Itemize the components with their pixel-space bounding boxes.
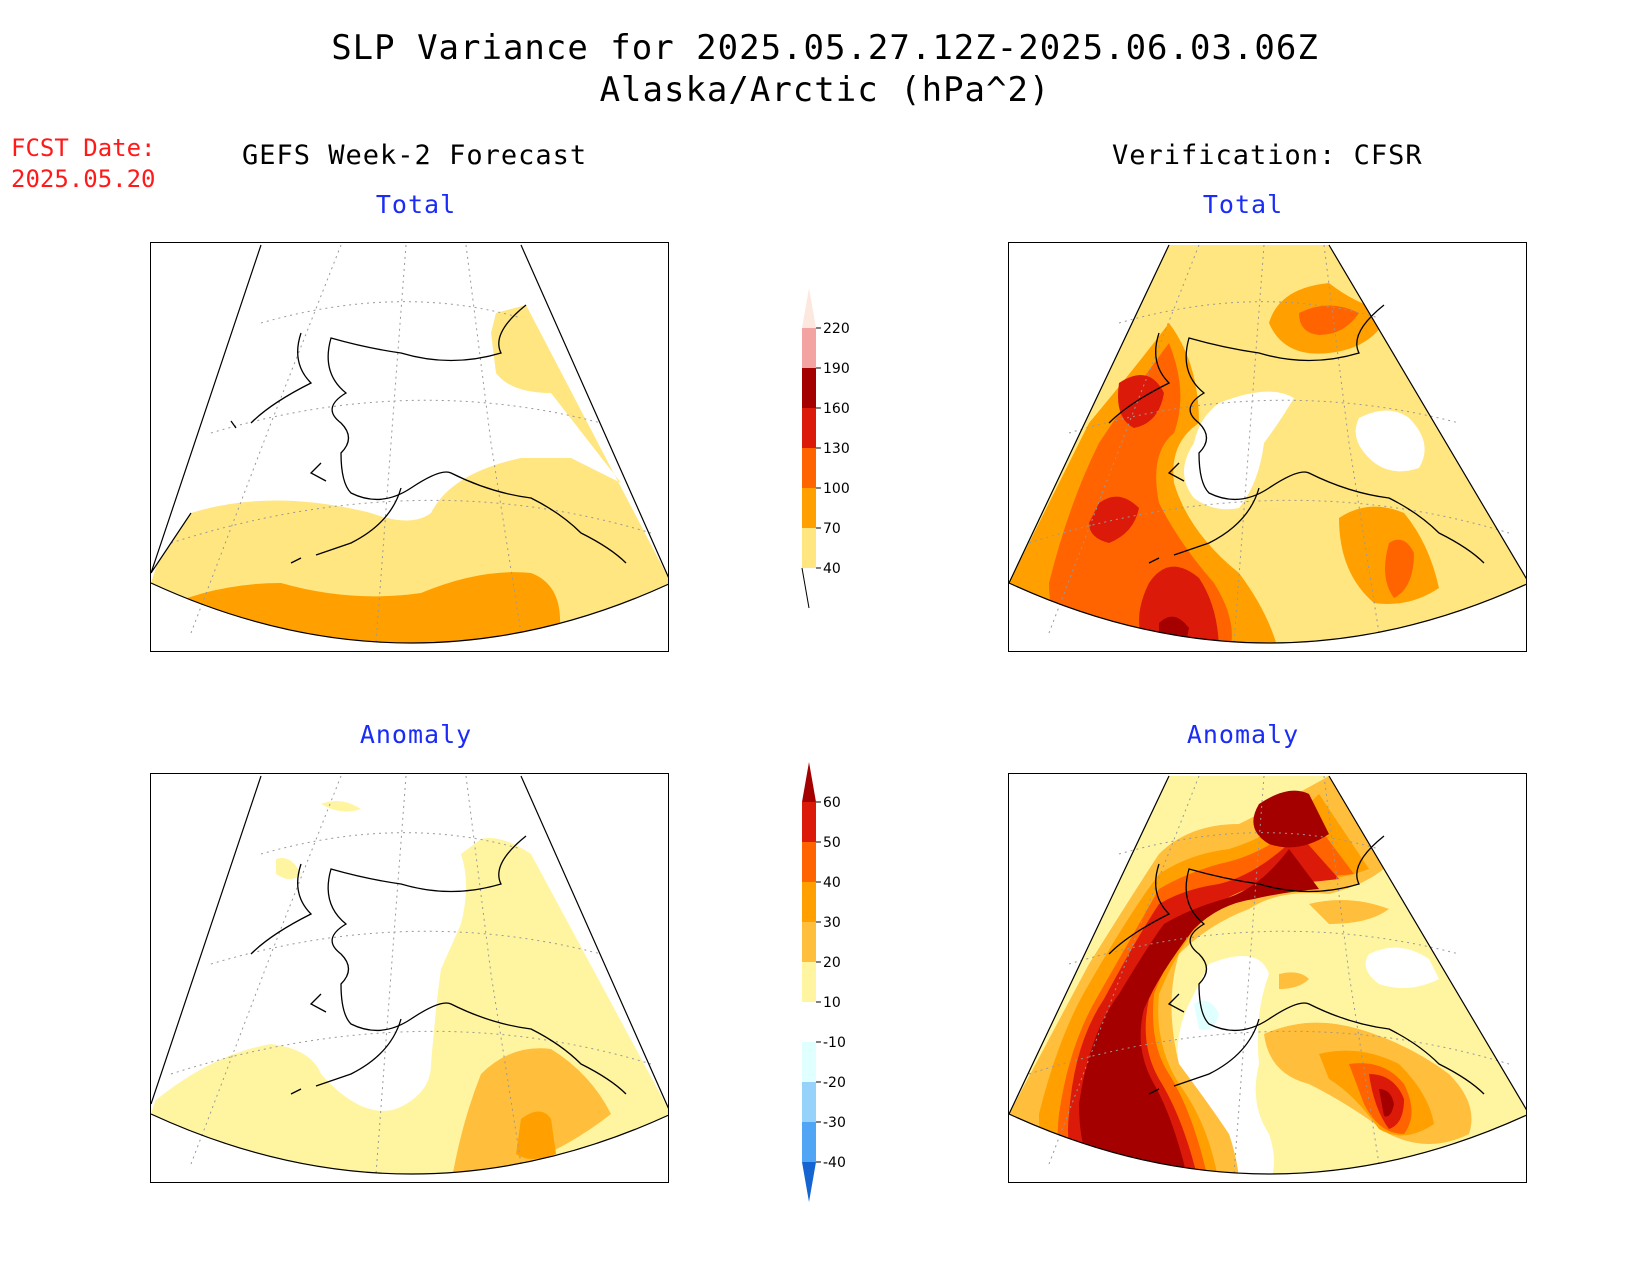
shade-30-40 <box>516 1111 556 1159</box>
colorbar-anomaly-swatch <box>802 1042 816 1082</box>
map-panel-forecast-anomaly <box>150 773 669 1183</box>
colorbar-total-swatch <box>802 328 816 368</box>
map-forecast-total <box>151 244 668 644</box>
colorbar-total-label: 70 <box>823 521 841 537</box>
graticule <box>1028 244 1510 644</box>
column-heading-forecast: GEFS Week-2 Forecast <box>242 140 588 171</box>
fcst-date-value: 2025.05.20 <box>11 165 156 193</box>
map-title-line2: Alaska/Arctic (hPa^2) <box>599 70 1051 110</box>
colorbar-anomaly-swatch <box>802 1122 816 1162</box>
map-forecast-anomaly <box>151 775 668 1175</box>
map-panel-verification-anomaly <box>1008 773 1527 1183</box>
colorbar-anomaly-label: 50 <box>823 835 841 851</box>
colorbar-anomaly-swatch <box>802 1082 816 1122</box>
coastline-islands <box>1108 332 1260 564</box>
colorbar-anomaly-label: 60 <box>823 795 841 811</box>
panel-title-verification-anomaly: Anomaly <box>1186 720 1300 749</box>
domain-edge <box>151 244 668 644</box>
map-panel-verification-total <box>1008 242 1527 652</box>
panel-title-forecast-anomaly: Anomaly <box>359 720 473 749</box>
shade-40-70 <box>151 305 668 643</box>
colorbar-anomaly-swatch <box>802 1002 816 1042</box>
domain-edge <box>1009 775 1526 1175</box>
colorbar-anomaly-label: -10 <box>823 1035 846 1051</box>
panel-title-verification-total: Total <box>1202 190 1284 219</box>
colorbar-anomaly-arrow-top <box>802 762 816 802</box>
graticule <box>170 244 652 644</box>
colorbar-total: 220 190 160 130 100 70 40 <box>801 288 850 609</box>
colorbar-total-swatch <box>802 368 816 408</box>
map-verification-total <box>1009 244 1526 644</box>
map-panel-forecast-total <box>150 242 669 652</box>
colorbar-anomaly-swatch <box>802 882 816 922</box>
colorbar-anomaly-label: -40 <box>823 1155 846 1171</box>
map-verification-anomaly <box>1009 775 1526 1175</box>
graticule <box>170 775 652 1175</box>
colorbar-total-label: 100 <box>823 481 850 497</box>
colorbar-anomaly-label: 30 <box>823 915 841 931</box>
colorbar-total-label: 130 <box>823 441 850 457</box>
colorbar-total-label: 190 <box>823 361 850 377</box>
coastline <box>1185 835 1485 1095</box>
coastline <box>327 304 627 564</box>
colorbar-anomaly-label: 10 <box>823 995 841 1011</box>
map-title-line1: SLP Variance for 2025.05.27.12Z-2025.06.… <box>331 28 1319 68</box>
graticule <box>1028 775 1510 1175</box>
colorbar-anomaly-label: 20 <box>823 955 841 971</box>
column-heading-verification: Verification: CFSR <box>1112 140 1423 171</box>
coastline-islands <box>250 863 402 1095</box>
colorbar-anomaly-label: 40 <box>823 875 841 891</box>
domain-edge <box>151 775 668 1175</box>
fcst-date-label: FCST Date: <box>11 134 156 162</box>
colorbar-total-swatch <box>802 488 816 528</box>
colorbar-anomaly: 60 50 40 30 20 10 -10 -20 -30 -40 <box>802 762 846 1202</box>
colorbar-anomaly-arrow-bottom <box>802 1162 816 1202</box>
colorbar-anomaly-swatch <box>802 842 816 882</box>
colorbar-total-label: 40 <box>823 561 841 577</box>
colorbar-total-arrow-top <box>802 288 816 328</box>
colorbar-total-label: 220 <box>823 321 850 337</box>
colorbar-total-swatch <box>802 528 816 568</box>
coastline-islands <box>1108 863 1260 1095</box>
colorbar-anomaly-swatch <box>802 802 816 842</box>
colorbar-anomaly-label: -30 <box>823 1115 846 1131</box>
colorbar-total-swatch <box>802 448 816 488</box>
coastline <box>327 835 627 1095</box>
coastline-islands <box>230 332 402 564</box>
colorbar-total-swatch <box>802 408 816 448</box>
panel-title-forecast-total: Total <box>375 190 457 219</box>
coastline <box>1185 304 1485 564</box>
domain-edge <box>1009 244 1526 644</box>
colorbar-anomaly-swatch <box>802 922 816 962</box>
colorbar-anomaly-swatch <box>802 962 816 1002</box>
colorbar-total-label: 160 <box>823 401 850 417</box>
colorbar-total-arrow-bottom <box>801 567 810 609</box>
colorbar-anomaly-label: -20 <box>823 1075 846 1091</box>
